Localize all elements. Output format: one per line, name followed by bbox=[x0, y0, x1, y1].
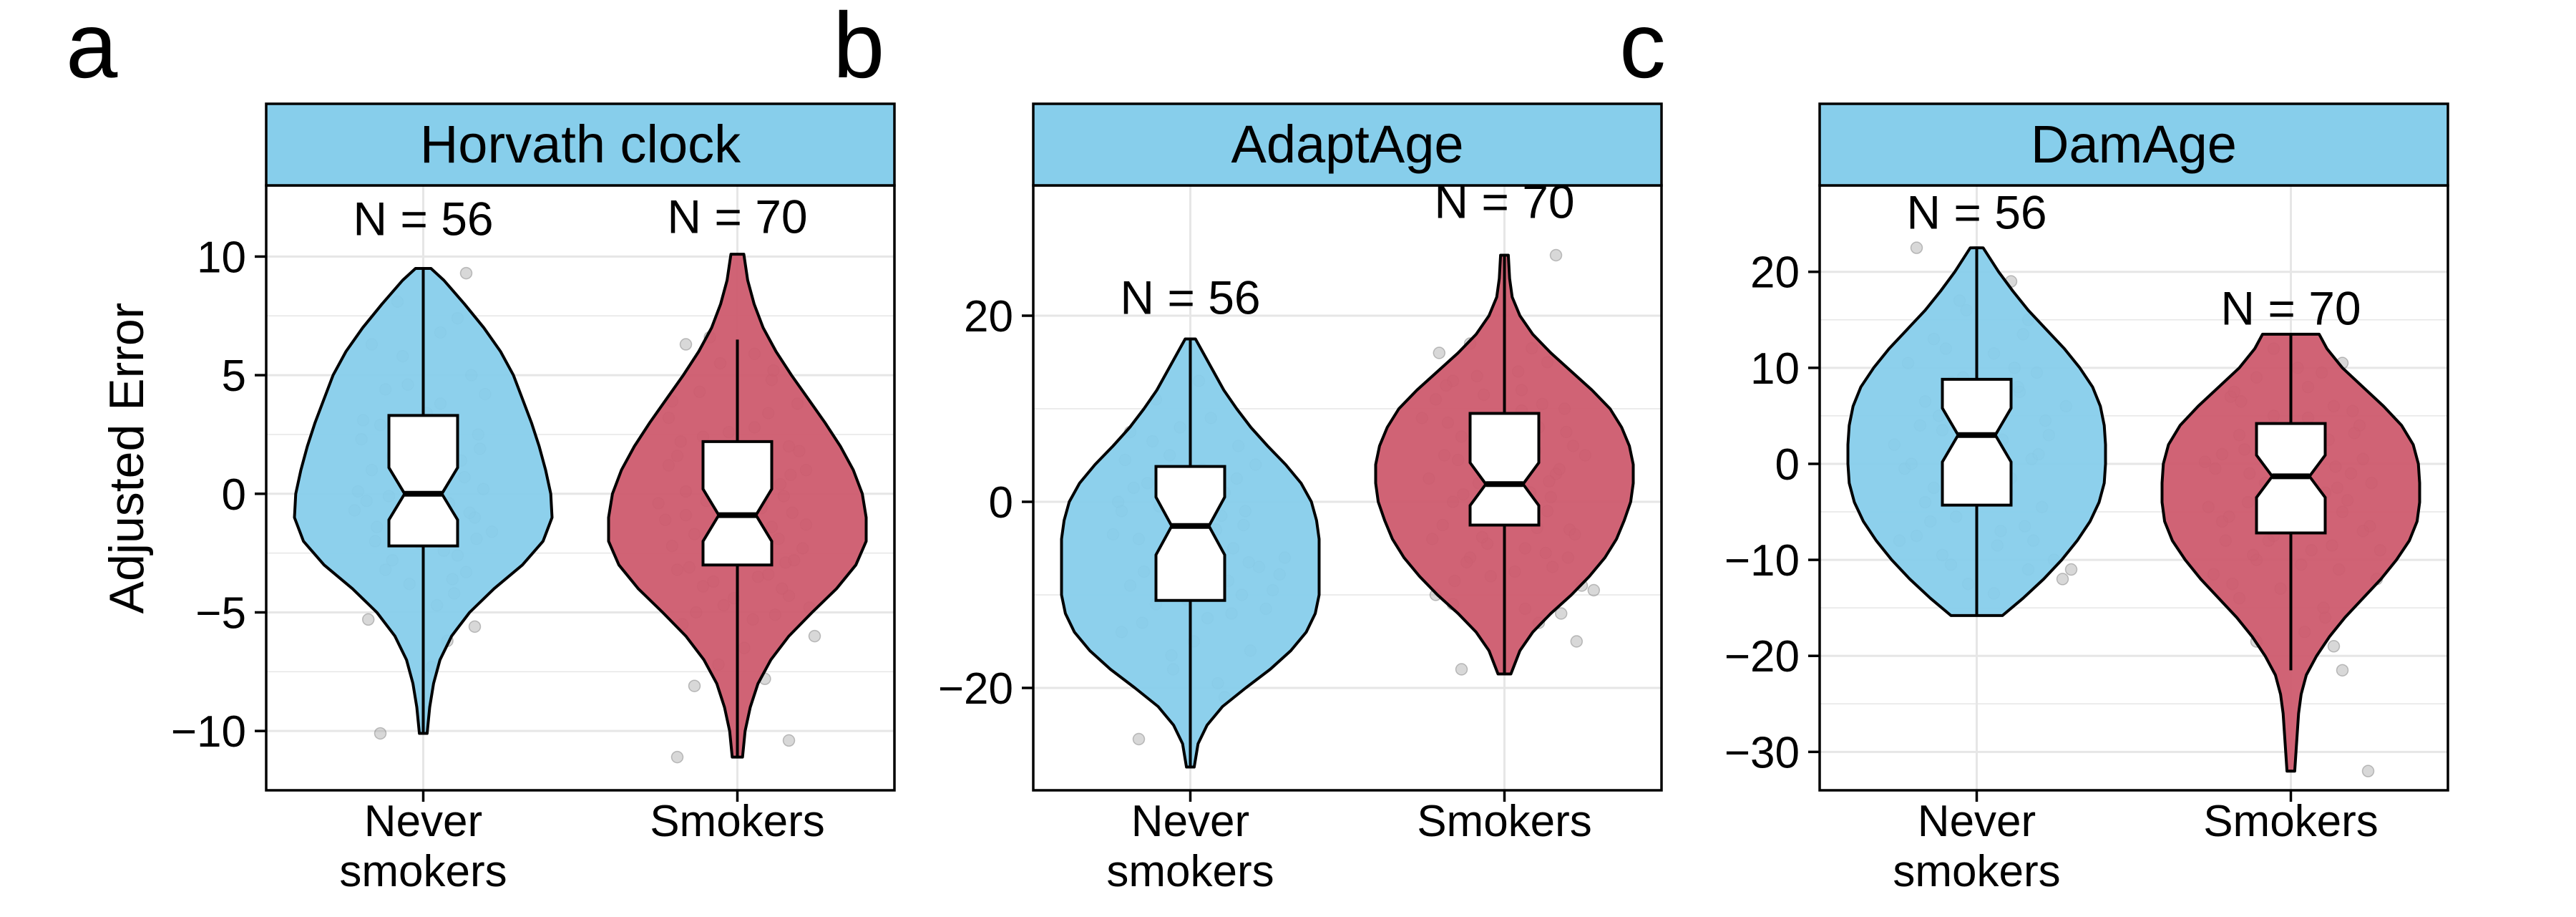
notched-box bbox=[387, 414, 459, 548]
notched-box bbox=[1468, 412, 1541, 527]
data-point bbox=[2361, 765, 2375, 777]
y-tick-label: −10 bbox=[1724, 536, 1800, 586]
data-point bbox=[1433, 346, 1446, 359]
y-tick-label: 0 bbox=[222, 470, 246, 520]
x-tick-label: smokers bbox=[1106, 847, 1274, 896]
data-point bbox=[2056, 573, 2069, 586]
y-tick-label: 0 bbox=[1775, 440, 1800, 490]
data-point bbox=[468, 620, 482, 634]
n-label: N = 56 bbox=[1120, 271, 1260, 324]
facet-title: Horvath clock bbox=[420, 115, 741, 174]
n-label: N = 70 bbox=[667, 190, 807, 243]
notched-box bbox=[1154, 465, 1226, 602]
n-label: N = 70 bbox=[2220, 281, 2361, 334]
x-tick-label: Smokers bbox=[2203, 797, 2379, 846]
y-tick-label: 20 bbox=[1750, 248, 1800, 298]
data-point bbox=[2064, 563, 2078, 576]
y-tick-label: 0 bbox=[989, 478, 1013, 528]
data-point bbox=[361, 613, 375, 626]
data-point bbox=[1554, 607, 1568, 620]
panel-a: a N = 56 N = 70 Horvath clock −10 −5 0 5 10 Never… bbox=[66, 0, 896, 896]
y-tick-label: 5 bbox=[222, 351, 246, 401]
panels: a N = 56 N = 70 Horvath clock −10 −5 0 5 10 Never… bbox=[66, 0, 2449, 896]
facet-strip bbox=[1032, 102, 1663, 187]
data-point bbox=[670, 750, 684, 764]
x-tick-label: Never bbox=[1131, 797, 1249, 846]
facet-strip bbox=[1818, 102, 2449, 187]
x-tick-label: smokers bbox=[1893, 847, 2060, 896]
n-label: N = 56 bbox=[1906, 185, 2046, 238]
y-tick-label: 10 bbox=[197, 233, 246, 282]
data-point bbox=[1587, 583, 1601, 597]
y-tick-label: 20 bbox=[964, 292, 1013, 341]
x-tick-label: smokers bbox=[339, 847, 507, 896]
data-point bbox=[2336, 664, 2349, 677]
y-tick-label: −5 bbox=[195, 588, 246, 638]
data-point bbox=[2327, 640, 2341, 653]
data-point bbox=[1910, 241, 1923, 254]
y-tick-label: −20 bbox=[1724, 632, 1800, 681]
data-point bbox=[1455, 663, 1468, 676]
y-tick-label: −20 bbox=[938, 664, 1013, 714]
data-point bbox=[679, 338, 693, 351]
panel-b: bN = 56N = 70AdaptAge−20020NeversmokersS… bbox=[833, 0, 1663, 896]
data-point bbox=[808, 629, 821, 643]
data-point bbox=[374, 727, 387, 740]
notched-box bbox=[1941, 377, 2013, 507]
panel-letter: b bbox=[833, 0, 884, 97]
panel-letter: a bbox=[66, 0, 118, 97]
data-point bbox=[1132, 732, 1146, 746]
data-point bbox=[1549, 248, 1563, 262]
x-tick-label: Never bbox=[364, 797, 482, 846]
data-point bbox=[782, 734, 796, 747]
y-tick-label: 10 bbox=[1750, 344, 1800, 394]
data-point bbox=[688, 679, 701, 692]
facet-strip bbox=[265, 102, 896, 187]
y-axis-label: Adjusted Error bbox=[99, 303, 154, 614]
x-tick-label: Smokers bbox=[650, 797, 825, 846]
facet-title: DamAge bbox=[2031, 115, 2237, 174]
data-point bbox=[1570, 635, 1584, 648]
y-tick-label: −30 bbox=[1724, 728, 1800, 777]
facet-title: AdaptAge bbox=[1231, 115, 1463, 174]
panel-c: c N = 56 N = 70 DamAge −30 −20 −10 0 10 20 Neversm… bbox=[1619, 0, 2449, 896]
y-tick-label: −10 bbox=[171, 707, 246, 757]
notched-box bbox=[701, 440, 774, 567]
x-tick-label: Never bbox=[1918, 797, 2036, 846]
data-point bbox=[459, 266, 473, 280]
x-tick-label: Smokers bbox=[1417, 797, 1592, 846]
n-label: N = 56 bbox=[353, 193, 493, 246]
panel-letter: c bbox=[1619, 0, 1666, 97]
